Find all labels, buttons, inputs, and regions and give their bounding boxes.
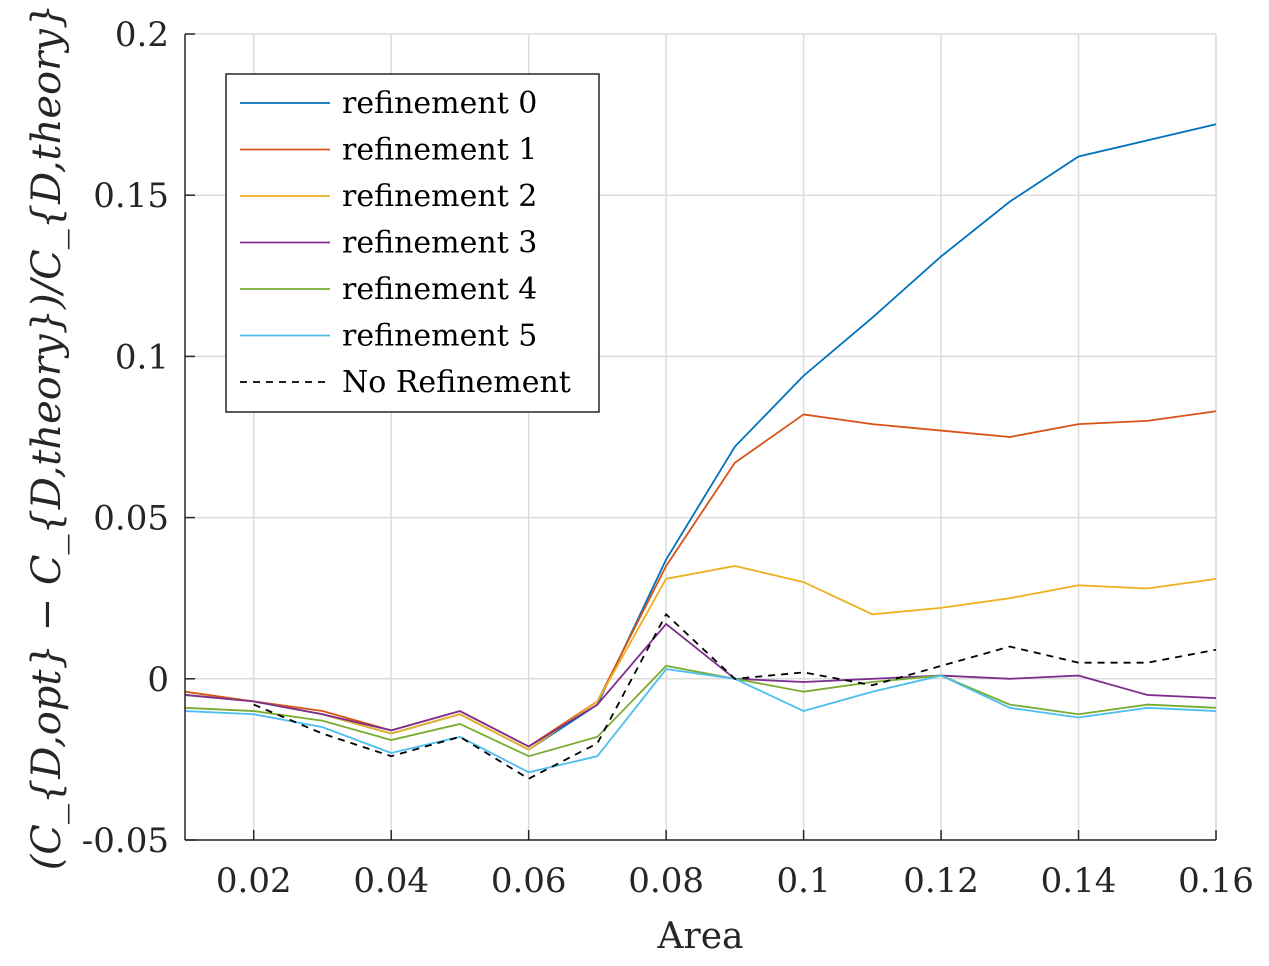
series-line <box>253 612 1217 780</box>
x-tick-label: 0.14 <box>1041 861 1117 901</box>
y-axis-label: (C_{D,opt} − C_{D,theory})/C_{D,theory} <box>24 4 70 871</box>
tick-labels: 0.02 0.04 0.06 0.08 0.1 0.12 0.14 0.16 -0.05 0 0.0… <box>82 15 1254 901</box>
y-tick-label: 0 <box>147 660 169 700</box>
series-line <box>184 664 1217 758</box>
y-tick-label: -0.05 <box>82 821 169 861</box>
x-axis-label: Area <box>657 916 744 957</box>
x-tick-label: 0.1 <box>777 861 831 901</box>
axes <box>184 33 1217 841</box>
y-tick-label: 0.1 <box>115 337 169 377</box>
series-line <box>184 565 1217 751</box>
legend-entry: No Refinement <box>342 365 571 400</box>
legend-entry: refinement 1 <box>342 133 537 168</box>
series-line <box>184 668 1217 774</box>
x-tick-label: 0.02 <box>216 861 292 901</box>
x-tick-label: 0.06 <box>491 861 567 901</box>
legend-entry: refinement 5 <box>342 319 537 354</box>
x-tick-label: 0.16 <box>1178 861 1254 901</box>
x-tick-label: 0.04 <box>353 861 429 901</box>
series-line <box>184 622 1217 748</box>
y-tick-label: 0.2 <box>115 15 169 55</box>
series-layer <box>184 123 1217 780</box>
x-tick-label: 0.12 <box>903 861 979 901</box>
legend-entry: refinement 2 <box>342 179 537 214</box>
y-tick-label: 0.05 <box>93 499 169 539</box>
legend-entry: refinement 4 <box>342 272 537 307</box>
legend: refinement 0 refinement 1 refinement 2 refi… <box>225 73 600 413</box>
legend-entry: refinement 0 <box>342 86 537 121</box>
x-tick-label: 0.08 <box>628 861 704 901</box>
y-tick-label: 0.15 <box>93 176 169 216</box>
series-line <box>184 410 1217 748</box>
legend-entry: refinement 3 <box>342 226 537 261</box>
